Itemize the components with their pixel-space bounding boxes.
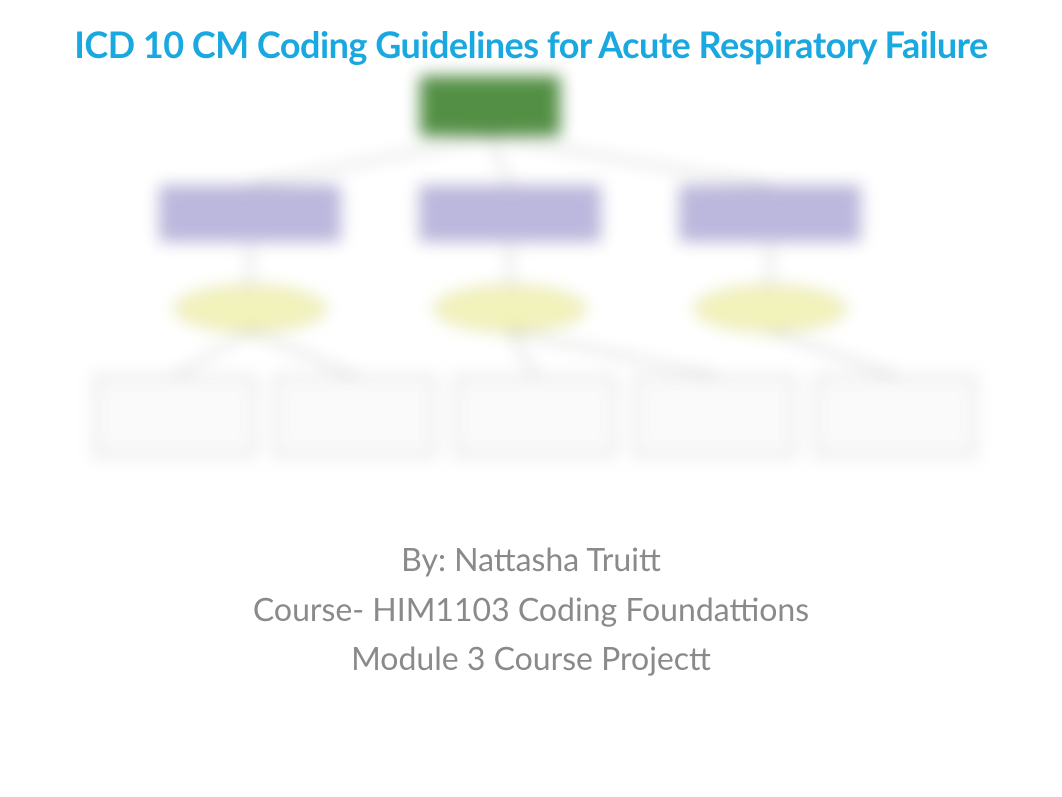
bottom-node-1: [95, 376, 255, 456]
mid-node-right: [680, 186, 860, 241]
bottom-node-2: [275, 376, 435, 456]
flowchart-diagram: [0, 76, 1062, 506]
course-line: Course- HIM1103 Coding Foundattions: [0, 584, 1062, 634]
bottom-node-3: [455, 376, 615, 456]
module-line: Module 3 Course Projectt: [0, 633, 1062, 683]
mid-node-center: [420, 186, 600, 241]
root-node: [420, 76, 560, 136]
author-line: By: Nattasha Truitt: [0, 534, 1062, 584]
page-title: ICD 10 CM Coding Guidelines for Acute Re…: [0, 0, 1062, 66]
ellipse-node-center: [435, 286, 585, 331]
ellipse-node-right: [695, 286, 845, 331]
bottom-node-4: [635, 376, 795, 456]
subtitle-block: By: Nattasha Truitt Course- HIM1103 Codi…: [0, 534, 1062, 683]
ellipse-node-left: [175, 286, 325, 331]
mid-node-left: [160, 186, 340, 241]
bottom-node-5: [815, 376, 975, 456]
